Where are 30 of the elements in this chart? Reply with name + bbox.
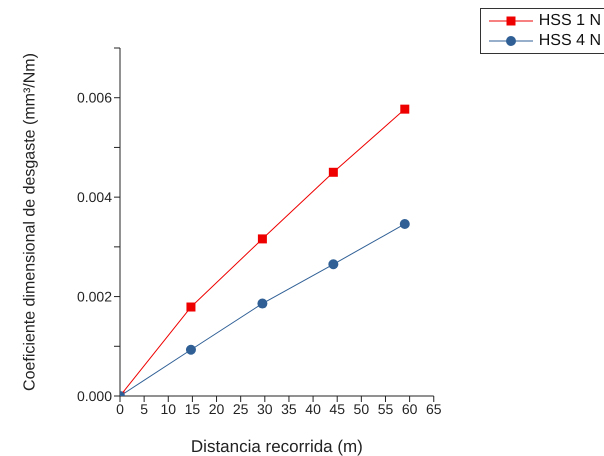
x-tick-label: 40 — [305, 400, 322, 417]
x-tick-label: 20 — [208, 400, 225, 417]
y-axis-title: Coeficiente dimensional de desgaste (mm³/Nm) — [22, 53, 39, 391]
x-tick-label: 15 — [184, 400, 200, 417]
point — [328, 259, 338, 270]
y-tick-label: 0.006 — [76, 90, 112, 106]
legend-label: HSS 4 N — [538, 31, 601, 51]
point — [186, 302, 196, 312]
x-axis-title: Distancia recorrida (m) — [190, 437, 363, 456]
x-tick-label: 25 — [232, 400, 249, 417]
x-tick-label: 55 — [378, 400, 394, 417]
x-tick-label: 10 — [160, 400, 176, 417]
x-tick-label: 30 — [257, 400, 273, 417]
y-tick-label: 0.000 — [76, 388, 112, 404]
x-tick-label: 50 — [354, 400, 370, 417]
point — [257, 298, 268, 309]
y-tick-label: 0.002 — [76, 288, 112, 305]
x-tick-label: 5 — [140, 400, 148, 417]
x-tick-label: 0 — [116, 400, 124, 417]
x-tick-label: 35 — [281, 400, 297, 417]
y-tick-label: 0.004 — [76, 189, 112, 206]
x-tick-label: 65 — [426, 400, 442, 417]
x-tick-label: 45 — [329, 400, 346, 417]
point — [328, 168, 338, 177]
x-tick-label: 60 — [402, 400, 418, 417]
point — [400, 104, 410, 114]
point — [258, 234, 267, 244]
legend-label: HSS 1 N — [538, 11, 601, 31]
point — [186, 344, 196, 355]
point — [400, 218, 410, 229]
